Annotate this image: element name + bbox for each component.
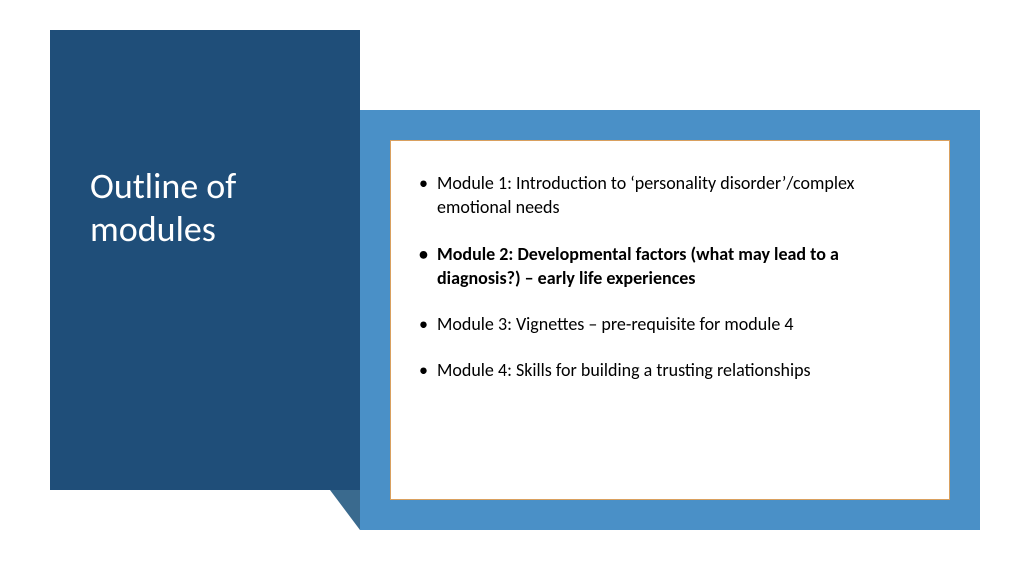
module-list: Module 1: Introduction to ‘personality d… <box>415 171 925 383</box>
list-item: Module 2: Developmental factors (what ma… <box>415 242 925 291</box>
list-item: Module 4: Skills for building a trusting… <box>415 358 925 382</box>
left-title-panel: Outline of modules <box>50 30 360 490</box>
content-box: Module 1: Introduction to ‘personality d… <box>390 140 950 500</box>
right-content-panel: Module 1: Introduction to ‘personality d… <box>360 110 980 530</box>
list-item: Module 3: Vignettes – pre-requisite for … <box>415 312 925 336</box>
list-item: Module 1: Introduction to ‘personality d… <box>415 171 925 220</box>
paper-fold-decoration <box>330 490 360 530</box>
slide-title: Outline of modules <box>90 165 330 251</box>
